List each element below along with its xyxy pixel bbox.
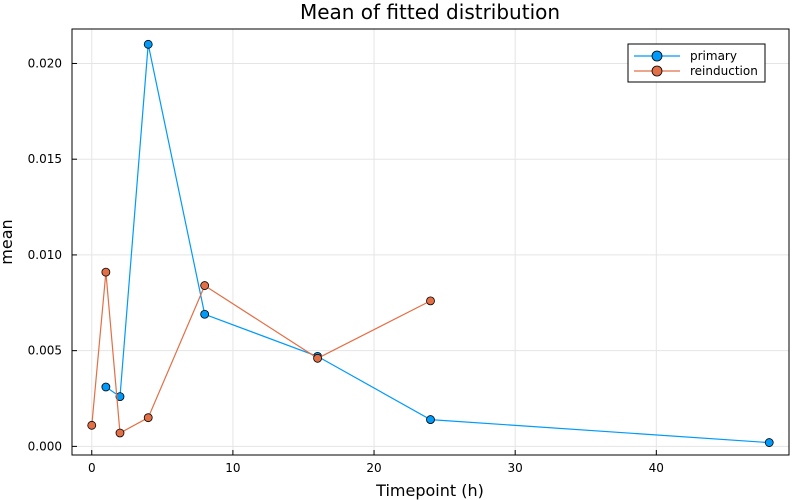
y-tick-label: 0.010 [28,248,62,262]
grid [72,29,789,455]
data-point [426,415,435,424]
legend-marker [651,50,663,62]
legend-box [627,43,766,83]
tick-labels: 0 10 20 30 40 0.000 0.005 0.010 0.015 0.020 [28,56,664,475]
x-tick-label: 40 [649,461,664,475]
x-axis-label: Timepoint (h) [375,481,484,500]
series-line-reinduction [91,272,431,434]
data-point [200,281,210,290]
y-tick-label: 0.020 [28,56,62,70]
series-reinduction [87,267,435,438]
data-point [87,420,97,430]
data-point [143,39,153,49]
data-point [101,382,111,392]
data-point [426,296,435,306]
data-point [313,353,322,363]
series-primary [101,39,774,447]
x-tick-label: 0 [88,461,96,475]
chart-title: Mean of fitted distribution [300,0,560,24]
x-tick-label: 20 [366,461,381,475]
y-tick-label: 0.000 [28,439,62,453]
series-layer [87,39,774,447]
y-axis-label: mean [0,219,16,264]
y-tick-label: 0.015 [28,152,62,166]
x-tick-label: 10 [225,461,240,475]
legend-label: reinduction [690,64,758,78]
series-line-primary [105,44,770,444]
y-tick-label: 0.005 [28,344,62,358]
data-point [115,428,125,438]
legend-marker [651,65,663,77]
plot-frame [71,28,790,456]
x-tick-label: 30 [508,461,523,475]
axes [71,28,790,456]
data-point [764,438,774,447]
data-point [200,309,210,319]
legend-label: primary [690,49,737,63]
data-point [115,392,125,402]
data-point [143,413,153,423]
data-point [101,267,111,277]
